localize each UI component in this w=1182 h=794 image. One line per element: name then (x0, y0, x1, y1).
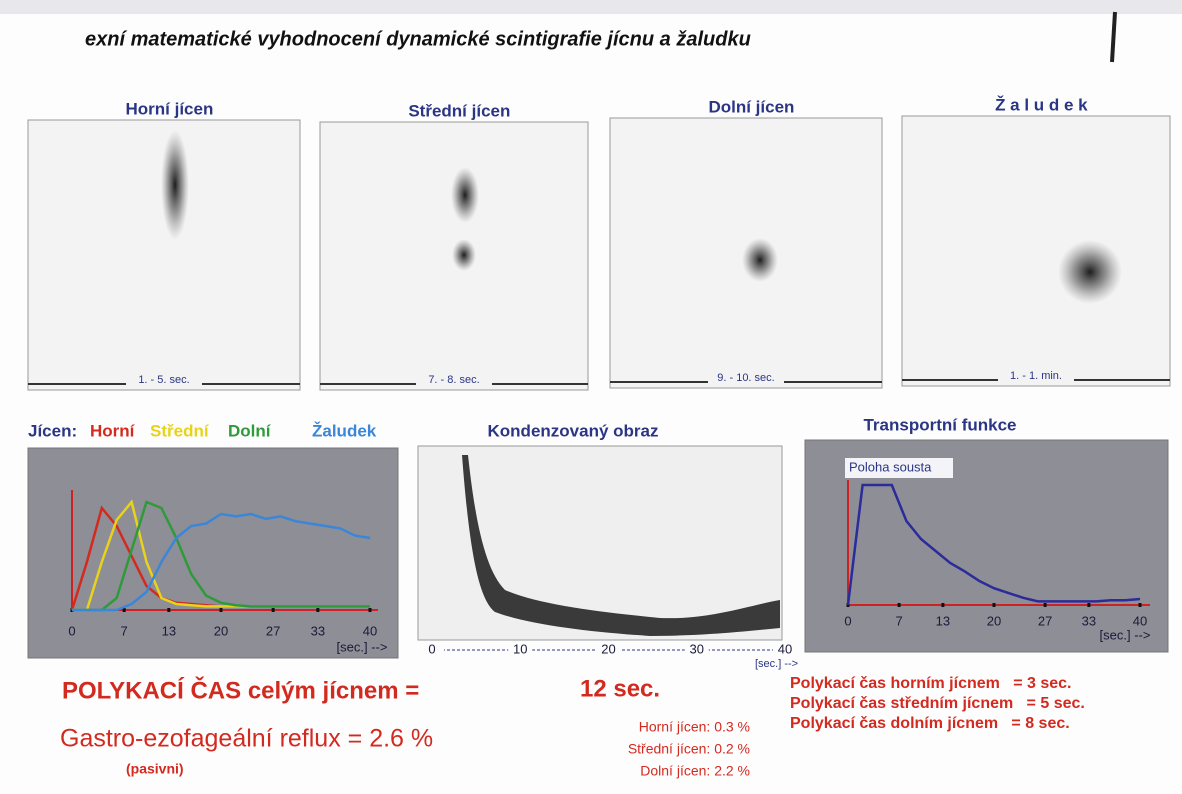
x-tick-label: 10 (513, 641, 527, 656)
x-tick-label: 13 (162, 623, 176, 638)
x-tick-label: 7 (121, 623, 128, 638)
chart-label: Poloha sousta (849, 459, 932, 474)
panel-title: Horní jícen (126, 99, 214, 118)
x-tick-label: 13 (936, 613, 950, 628)
panel-title: Střední jícen (408, 101, 510, 120)
reflux-part: Dolní jícen: 2.2 % (640, 763, 750, 779)
reflux-part: Střední jícen: 0.2 % (628, 741, 750, 757)
x-tick-label: 20 (214, 623, 228, 638)
scan-edge (0, 0, 1182, 14)
x-tick-label: 40 (363, 623, 377, 638)
x-tick-label: 20 (601, 641, 615, 656)
legend-entry: Střední (150, 421, 210, 440)
title: exní matematické vyhodnocení dynamické s… (85, 28, 751, 50)
x-tick-label: 0 (428, 641, 435, 656)
panel-title: Ž a l u d e k (995, 95, 1088, 114)
legend-entry: Žaludek (312, 421, 377, 440)
page: exní matematické vyhodnocení dynamické s… (0, 0, 1182, 794)
x-tick-label: 7 (895, 613, 902, 628)
legend-prefix: Jícen: (28, 421, 77, 440)
swallow-time: Polykací čas horním jícnem = 3 sec. (790, 675, 1071, 692)
x-tick-label: 40 (778, 641, 792, 656)
swallow-time: Polykací čas dolním jícnem = 8 sec. (790, 715, 1070, 732)
x-tick-label: 27 (266, 623, 280, 638)
x-tick-label: 20 (987, 613, 1001, 628)
image-blob (452, 239, 476, 271)
swallow-value: 12 sec. (580, 675, 660, 702)
image-frame (902, 116, 1170, 386)
image-caption: 9. - 10. sec. (717, 372, 774, 384)
x-tick-label: 27 (1038, 613, 1052, 628)
x-tick-label: 40 (1133, 613, 1147, 628)
legend-entry: Dolní (228, 421, 272, 440)
image-blob (451, 167, 479, 223)
reflux-part: Horní jícen: 0.3 % (639, 719, 750, 735)
reflux: Gastro-ezofageální reflux = 2.6 % (60, 725, 433, 753)
reflux-note: (pasivni) (126, 761, 184, 777)
image-caption: 1. - 1. min. (1010, 370, 1062, 382)
image-blob (742, 238, 778, 282)
x-unit: [sec.] --> (1100, 627, 1151, 642)
x-tick-label: 30 (690, 641, 704, 656)
panel-title: Transportní funkce (863, 415, 1016, 434)
panel-title: Kondenzovaný obraz (488, 421, 659, 440)
x-unit: [sec.] --> (337, 639, 388, 654)
image-blob (1058, 240, 1122, 304)
panel-title: Dolní jícen (708, 97, 794, 116)
swallow-label: POLYKACÍ ČAS celým jícnem = (62, 676, 419, 704)
x-unit: [sec.] --> (755, 658, 798, 670)
legend-entry: Horní (90, 421, 136, 440)
x-tick-label: 0 (68, 623, 75, 638)
image-caption: 7. - 8. sec. (428, 374, 479, 386)
image-blob (161, 130, 189, 240)
swallow-time: Polykací čas středním jícnem = 5 sec. (790, 695, 1085, 712)
x-tick-label: 0 (844, 613, 851, 628)
x-tick-label: 33 (1082, 613, 1096, 628)
x-tick-label: 33 (311, 623, 325, 638)
image-caption: 1. - 5. sec. (138, 374, 189, 386)
